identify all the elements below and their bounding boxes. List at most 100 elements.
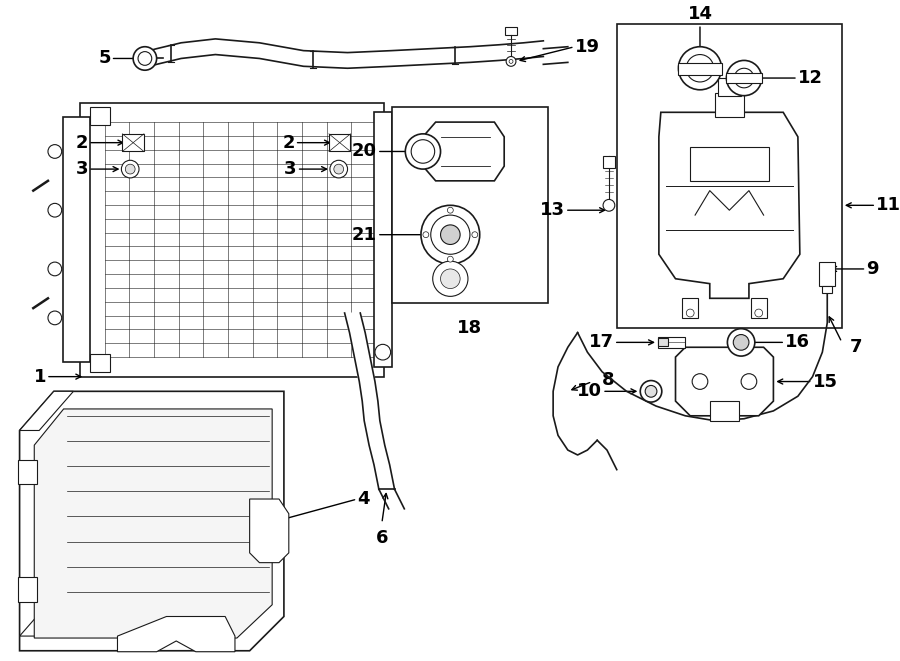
Polygon shape [347,51,392,68]
Circle shape [421,206,480,264]
Text: 21: 21 [352,225,377,244]
Bar [374,112,392,367]
Polygon shape [363,401,380,422]
Circle shape [375,344,391,360]
Circle shape [423,232,428,237]
Text: 19: 19 [575,38,599,56]
Text: 11: 11 [877,196,900,214]
Text: 10: 10 [577,382,602,401]
Text: 18: 18 [457,319,482,336]
Text: 13: 13 [540,201,565,219]
Circle shape [122,160,139,178]
Bar [603,157,615,168]
Polygon shape [676,347,773,416]
Bar [90,354,110,371]
Bar [80,102,383,377]
Circle shape [405,134,441,169]
Circle shape [48,145,62,159]
Bar [63,117,90,362]
Circle shape [603,200,615,212]
Text: 7: 7 [850,338,862,356]
Polygon shape [34,409,272,638]
Bar [616,24,842,328]
Polygon shape [355,356,374,383]
Bar [690,147,769,181]
Polygon shape [369,444,390,467]
Polygon shape [359,380,378,403]
Text: 15: 15 [813,373,838,391]
Polygon shape [20,391,284,651]
Bar [819,262,835,286]
Bar [658,338,668,346]
Bar [658,336,685,348]
Text: 16: 16 [785,333,810,352]
Text: 20: 20 [352,143,377,161]
Polygon shape [423,122,504,181]
Circle shape [679,47,722,90]
Circle shape [692,373,707,389]
Polygon shape [249,499,289,563]
Polygon shape [181,39,215,58]
Circle shape [48,204,62,217]
Text: 9: 9 [867,260,879,278]
Polygon shape [20,391,74,430]
Polygon shape [470,45,500,62]
Text: 5: 5 [98,50,111,67]
Polygon shape [392,49,431,66]
Bar [726,73,761,83]
Polygon shape [350,331,370,359]
Bar [679,63,722,75]
Bar [90,108,110,125]
Circle shape [726,60,761,96]
Polygon shape [157,43,181,64]
Polygon shape [142,49,157,68]
Bar [18,460,37,485]
Text: 12: 12 [798,69,823,87]
Bar [505,27,517,35]
Circle shape [441,225,460,245]
Circle shape [447,208,454,213]
Bar [717,78,741,96]
Circle shape [506,56,516,66]
Circle shape [433,261,468,296]
Text: 3: 3 [76,160,88,178]
Polygon shape [374,463,394,490]
Polygon shape [500,43,524,60]
Polygon shape [215,39,259,58]
Polygon shape [345,311,364,334]
Circle shape [330,160,347,178]
Text: 4: 4 [357,490,370,508]
Polygon shape [303,51,347,68]
Bar [682,298,698,318]
Circle shape [645,385,657,397]
Bar [823,286,832,293]
Bar [751,298,767,318]
Text: 14: 14 [688,5,713,23]
Polygon shape [659,112,800,298]
Text: 2: 2 [76,134,88,151]
Bar [328,134,350,151]
Bar [710,401,739,420]
Polygon shape [20,597,74,636]
Text: 8: 8 [602,371,615,389]
Circle shape [441,269,460,289]
Circle shape [741,373,757,389]
Circle shape [125,164,135,174]
Circle shape [48,262,62,276]
Text: 17: 17 [589,333,614,352]
Bar [392,108,548,303]
Circle shape [48,311,62,325]
Polygon shape [524,41,544,58]
Polygon shape [431,47,470,64]
Bar [715,93,744,117]
Circle shape [727,329,755,356]
Text: 1: 1 [33,368,46,385]
Circle shape [334,164,344,174]
Polygon shape [364,419,384,447]
Polygon shape [118,617,235,652]
Circle shape [447,256,454,262]
Bar [18,577,37,602]
Text: 3: 3 [284,160,297,178]
Circle shape [472,232,478,237]
Text: 2: 2 [283,134,294,151]
